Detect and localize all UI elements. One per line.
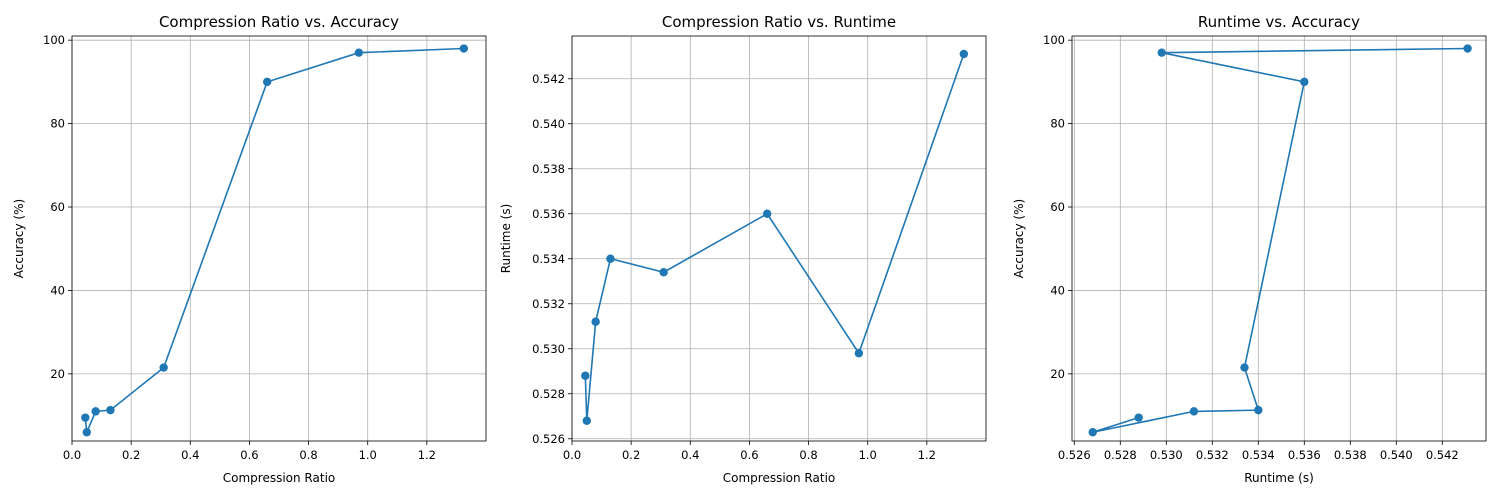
y-tick-label: 100	[1043, 33, 1065, 47]
x-tick-label: 0.8	[799, 448, 817, 462]
data-point	[1189, 407, 1199, 416]
y-tick-label: 80	[50, 117, 65, 131]
y-axis-label: Runtime (s)	[499, 204, 513, 274]
x-tick-label: 1.0	[359, 448, 377, 462]
y-tick-label: 100	[43, 33, 65, 47]
series-line	[84, 47, 464, 433]
x-tick-label: 0.540	[1380, 448, 1413, 462]
x-tick-label: 0.0	[63, 448, 81, 462]
y-tick-label: 0.528	[532, 387, 565, 401]
axes-frame	[571, 35, 987, 442]
x-tick-label: 0.4	[181, 448, 199, 462]
data-point	[1300, 77, 1309, 87]
data-point	[1088, 428, 1097, 437]
data-point	[82, 428, 91, 437]
data-point	[1254, 405, 1263, 415]
y-tick-label: 60	[1050, 200, 1065, 214]
x-tick-label: 0.4	[681, 448, 699, 462]
chart-title: Compression Ratio vs. Runtime	[662, 13, 896, 31]
x-tick-label: 0.528	[1104, 448, 1137, 462]
data-point	[1134, 413, 1143, 422]
data-point	[1157, 48, 1166, 57]
y-tick-label: 0.540	[532, 117, 565, 131]
data-point	[159, 363, 168, 372]
x-axis-label: Compression Ratio	[223, 471, 336, 485]
y-tick-label: 0.536	[532, 207, 565, 221]
y-tick-label: 0.526	[532, 432, 565, 446]
y-tick-label: 60	[50, 200, 65, 214]
chart-panel-3: 0.526 0.528 0.530 0.532 0.534 0.536 0.538 0.540…	[1012, 13, 1487, 485]
data-point	[959, 49, 969, 59]
y-tick-label: 0.534	[532, 252, 565, 266]
x-axis-label: Runtime (s)	[1244, 471, 1314, 485]
data-point	[1240, 363, 1249, 372]
data-point	[582, 416, 591, 425]
chart-panel-1: 0.0 0.2 0.4 0.6 0.8 1.0 1.2 20 40 60 80 100 Compress…	[12, 13, 487, 485]
x-tick-label: 0.2	[622, 448, 640, 462]
series-line	[584, 53, 965, 421]
y-tick-label: 0.538	[532, 162, 565, 176]
axes-frame	[1071, 35, 1487, 442]
axes-frame	[71, 35, 487, 442]
chart-panel-2: 0.0 0.2 0.4 0.6 0.8 1.0 1.2 0.526 0.528 0.530 0.53…	[499, 13, 987, 485]
x-axis-label: Compression Ratio	[723, 471, 836, 485]
y-axis-label: Accuracy (%)	[1012, 199, 1026, 278]
data-point	[659, 268, 668, 277]
y-tick-label: 0.542	[532, 72, 565, 86]
data-point	[581, 371, 590, 380]
y-tick-label: 0.532	[532, 297, 565, 311]
x-tick-label: 0.6	[240, 448, 258, 462]
x-tick-label: 0.0	[563, 448, 581, 462]
x-tick-label: 0.526	[1058, 448, 1091, 462]
x-tick-label: 1.2	[418, 448, 436, 462]
x-tick-label: 0.538	[1334, 448, 1367, 462]
x-tick-label: 1.2	[918, 448, 936, 462]
y-tick-label: 40	[1050, 283, 1065, 297]
y-tick-label: 80	[1050, 117, 1065, 131]
data-point	[1463, 44, 1472, 53]
data-point	[106, 405, 115, 415]
data-point	[262, 77, 272, 87]
y-tick-label: 0.530	[532, 342, 565, 356]
chart-title: Compression Ratio vs. Accuracy	[159, 13, 399, 31]
x-tick-label: 1.0	[859, 448, 877, 462]
x-tick-label: 0.532	[1196, 448, 1229, 462]
data-point	[459, 44, 469, 53]
x-tick-label: 0.8	[299, 448, 317, 462]
x-tick-label: 0.6	[740, 448, 758, 462]
data-point	[762, 209, 772, 218]
series-line	[1092, 47, 1468, 434]
data-point	[81, 413, 90, 422]
data-point	[606, 254, 615, 263]
x-tick-label: 0.536	[1288, 448, 1321, 462]
x-tick-label: 0.534	[1242, 448, 1275, 462]
data-point	[854, 349, 864, 358]
data-point	[591, 317, 600, 326]
y-tick-label: 40	[50, 283, 65, 297]
data-point	[354, 48, 364, 57]
y-tick-label: 20	[1050, 367, 1065, 381]
y-axis-label: Accuracy (%)	[12, 199, 26, 278]
y-tick-label: 20	[50, 367, 65, 381]
chart-title: Runtime vs. Accuracy	[1198, 13, 1360, 31]
x-tick-label: 0.542	[1426, 448, 1459, 462]
data-point	[91, 407, 100, 416]
x-tick-label: 0.2	[122, 448, 140, 462]
x-tick-label: 0.530	[1150, 448, 1183, 462]
